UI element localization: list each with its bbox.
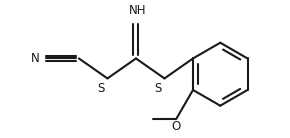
Text: NH: NH [129,4,146,17]
Text: O: O [172,120,181,133]
Text: S: S [154,82,161,95]
Text: N: N [31,52,40,65]
Text: S: S [97,82,104,95]
